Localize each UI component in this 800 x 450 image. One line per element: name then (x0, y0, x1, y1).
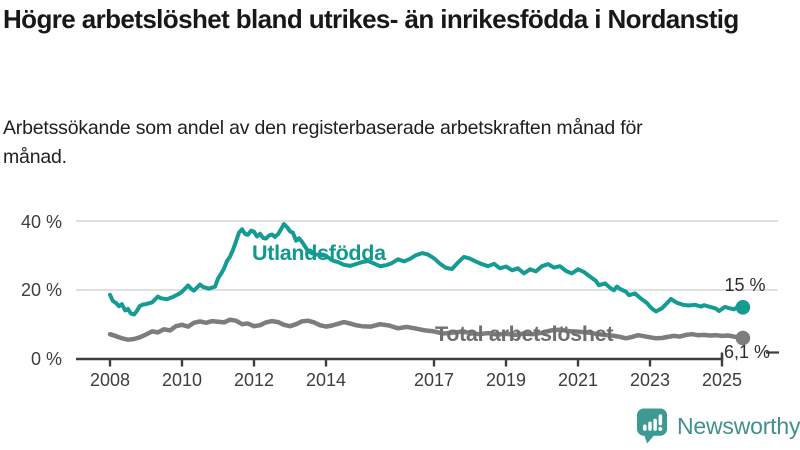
newsworthy-logo-icon (636, 408, 668, 444)
end-value-label-total: 6,1 % (724, 342, 771, 362)
y-axis-label-40: 40 % (20, 212, 62, 232)
x-axis-label-2008: 2008 (89, 370, 131, 390)
x-axis-label-2019: 2019 (485, 370, 527, 390)
x-axis-label-2025: 2025 (701, 370, 743, 390)
page-title: Högre arbetslöshet bland utrikes- än inr… (3, 4, 739, 34)
y-axis-label-0: 0 % (30, 349, 62, 369)
newsworthy-brand-name: Newsworthy (677, 412, 800, 439)
newsworthy-brand: Newsworthy (636, 406, 800, 446)
end-value-label-utlandsfodda: 15 % (724, 275, 766, 295)
chart-subtitle: Arbetssökande som andel av den registerb… (3, 117, 643, 168)
series-label-total-arbetsloshet: Total arbetslöshet (435, 322, 614, 346)
x-axis-label-2021: 2021 (557, 370, 599, 390)
x-axis-label-2010: 2010 (161, 370, 203, 390)
x-axis-label-2023: 2023 (629, 370, 671, 390)
y-axis-label-20: 20 % (20, 280, 62, 300)
series-label-utlandsfodda: Utlandsfödda (252, 241, 386, 265)
x-axis-label-2012: 2012 (233, 370, 275, 390)
x-axis-label-2014: 2014 (305, 370, 347, 390)
x-axis-label-2017: 2017 (413, 370, 455, 390)
